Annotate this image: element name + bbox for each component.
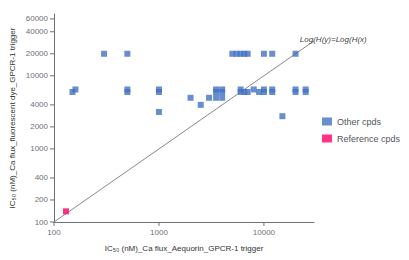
svg-text:400: 400 [35, 173, 49, 182]
svg-text:Reference cpds: Reference cpds [337, 134, 401, 144]
svg-text:200: 200 [35, 195, 49, 204]
svg-text:Log(H(y)=Log(H(x): Log(H(y)=Log(H(x) [300, 35, 367, 44]
svg-text:100: 100 [47, 228, 61, 237]
svg-text:20000: 20000 [26, 49, 49, 58]
svg-text:60000: 60000 [26, 14, 49, 23]
svg-text:IC₅₀ (nM)_Ca flux_Aequorin_GPC: IC₅₀ (nM)_Ca flux_Aequorin_GPCR-1 trigge… [105, 244, 264, 253]
svg-text:100: 100 [35, 218, 49, 227]
svg-text:10000: 10000 [26, 71, 49, 80]
svg-text:1000: 1000 [30, 144, 48, 153]
svg-text:10000: 10000 [253, 228, 276, 237]
svg-text:1000: 1000 [150, 228, 168, 237]
svg-text:IC₅₀ (nM)_Ca flux_fluorescent: IC₅₀ (nM)_Ca flux_fluorescent dye_GPCR-1… [8, 27, 17, 208]
svg-text:40000: 40000 [26, 27, 49, 36]
svg-text:Other cpds: Other cpds [337, 117, 382, 127]
svg-text:2000: 2000 [30, 122, 48, 131]
svg-text:4000: 4000 [30, 100, 48, 109]
